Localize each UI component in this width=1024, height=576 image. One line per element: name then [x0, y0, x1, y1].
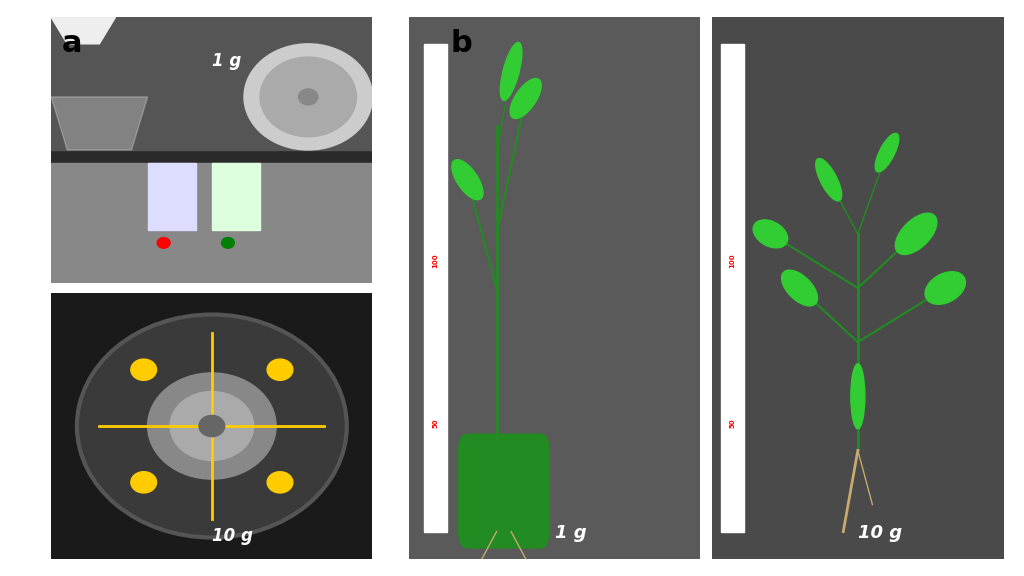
FancyBboxPatch shape [424, 44, 447, 532]
Ellipse shape [851, 364, 865, 429]
Text: 100: 100 [729, 253, 735, 268]
Circle shape [267, 359, 293, 380]
Text: 100: 100 [432, 253, 438, 268]
Ellipse shape [925, 272, 966, 304]
Ellipse shape [895, 213, 937, 255]
Text: 1 g: 1 g [212, 52, 241, 70]
Circle shape [199, 415, 224, 437]
Text: a: a [61, 29, 82, 58]
Circle shape [221, 237, 234, 248]
FancyBboxPatch shape [721, 44, 744, 532]
Polygon shape [51, 17, 373, 150]
Ellipse shape [876, 134, 899, 172]
Ellipse shape [816, 158, 842, 201]
Circle shape [260, 57, 356, 137]
Text: 1 g: 1 g [555, 525, 587, 543]
Circle shape [131, 359, 157, 380]
Circle shape [170, 392, 254, 461]
Ellipse shape [754, 220, 787, 248]
Polygon shape [212, 163, 260, 230]
Circle shape [244, 44, 373, 150]
Text: 50: 50 [729, 419, 735, 428]
FancyBboxPatch shape [459, 434, 549, 548]
Polygon shape [51, 163, 373, 283]
Circle shape [158, 237, 170, 248]
Ellipse shape [501, 43, 522, 100]
Circle shape [77, 314, 347, 537]
Circle shape [299, 89, 317, 105]
Ellipse shape [452, 160, 483, 200]
Text: b: b [451, 29, 472, 58]
Ellipse shape [510, 78, 542, 119]
Polygon shape [51, 17, 116, 44]
Polygon shape [147, 163, 196, 230]
Circle shape [131, 472, 157, 493]
Circle shape [267, 472, 293, 493]
Text: 10 g: 10 g [858, 525, 902, 543]
Circle shape [147, 373, 276, 479]
Text: 50: 50 [432, 419, 438, 428]
Polygon shape [51, 97, 147, 150]
Ellipse shape [781, 270, 817, 306]
Text: 10 g: 10 g [212, 528, 253, 545]
